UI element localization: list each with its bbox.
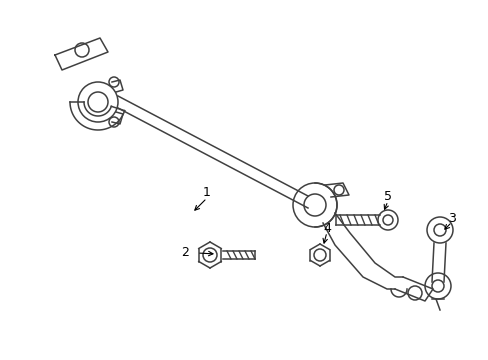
Text: 3: 3 (447, 211, 455, 225)
Text: 4: 4 (323, 221, 330, 234)
Text: 2: 2 (181, 247, 188, 260)
Text: 5: 5 (383, 190, 391, 203)
Text: 1: 1 (203, 186, 210, 199)
